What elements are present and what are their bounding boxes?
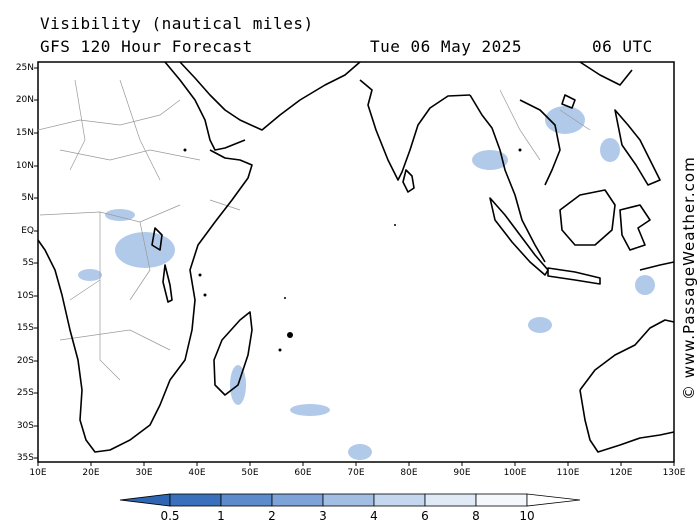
lon-label-90e: 90E bbox=[453, 468, 471, 478]
lon-label-20e: 20E bbox=[82, 468, 100, 478]
country-borders bbox=[37, 79, 591, 381]
legend-label-2: 2 bbox=[268, 509, 276, 523]
lat-label-5s: 5S bbox=[22, 258, 34, 268]
lon-label-40e: 40E bbox=[188, 468, 206, 478]
legend-label-4: 4 bbox=[370, 509, 378, 523]
lat-label-15s: 15S bbox=[16, 323, 34, 333]
map-subtitle: GFS 120 Hour Forecast bbox=[40, 37, 253, 56]
lat-label-30s: 30S bbox=[16, 421, 34, 431]
lat-label-35s: 35S bbox=[16, 453, 34, 463]
lat-label-5n: 5N bbox=[21, 193, 34, 203]
small-islands bbox=[183, 148, 522, 352]
lat-label-15n: 15N bbox=[15, 128, 34, 138]
legend-swatch-3 bbox=[322, 493, 375, 507]
lon-label-120e: 120E bbox=[609, 468, 633, 478]
forecast-utc: 06 UTC bbox=[592, 37, 653, 56]
legend-arrow-right bbox=[526, 493, 581, 507]
lon-label-30e: 30E bbox=[135, 468, 153, 478]
lon-label-70e: 70E bbox=[347, 468, 365, 478]
legend-swatch-1 bbox=[220, 493, 273, 507]
lon-label-60e: 60E bbox=[294, 468, 312, 478]
legend-swatch-4 bbox=[373, 493, 426, 507]
legend-label-7: 10 bbox=[519, 509, 535, 523]
lat-label-10s: 10S bbox=[16, 291, 34, 301]
legend-bar bbox=[119, 493, 581, 507]
lon-label-10e: 10E bbox=[29, 468, 47, 478]
legend-label-6: 8 bbox=[472, 509, 480, 523]
lon-label-100e: 100E bbox=[503, 468, 527, 478]
map-title: Visibility (nautical miles) bbox=[40, 14, 314, 33]
lat-label-20n: 20N bbox=[15, 95, 34, 105]
legend-label-3: 3 bbox=[319, 509, 327, 523]
forecast-datetime: Tue 06 May 2025 bbox=[370, 37, 522, 56]
coastlines bbox=[37, 61, 675, 453]
legend-swatch-2 bbox=[271, 493, 324, 507]
haze-patches bbox=[78, 106, 655, 460]
legend-arrow-left bbox=[119, 493, 171, 507]
credit-text: © www.PassageWeather.com bbox=[680, 156, 698, 400]
legend-swatch-0 bbox=[169, 493, 222, 507]
lat-label-20s: 20S bbox=[16, 356, 34, 366]
legend-swatch-5 bbox=[424, 493, 477, 507]
lon-ticks bbox=[37, 462, 675, 466]
lat-label-eq: EQ bbox=[21, 226, 34, 236]
legend-label-5: 6 bbox=[421, 509, 429, 523]
lon-label-80e: 80E bbox=[400, 468, 418, 478]
lat-label-25s: 25S bbox=[16, 388, 34, 398]
lon-label-50e: 50E bbox=[241, 468, 259, 478]
lon-label-130e: 130E bbox=[662, 468, 686, 478]
legend-label-1: 1 bbox=[217, 509, 225, 523]
legend-swatch-6 bbox=[475, 493, 528, 507]
lon-label-110e: 110E bbox=[556, 468, 580, 478]
lat-label-25n: 25N bbox=[15, 63, 34, 73]
lat-ticks bbox=[34, 67, 38, 459]
lat-label-10n: 10N bbox=[15, 161, 34, 171]
legend-label-0: 0.5 bbox=[160, 509, 180, 523]
